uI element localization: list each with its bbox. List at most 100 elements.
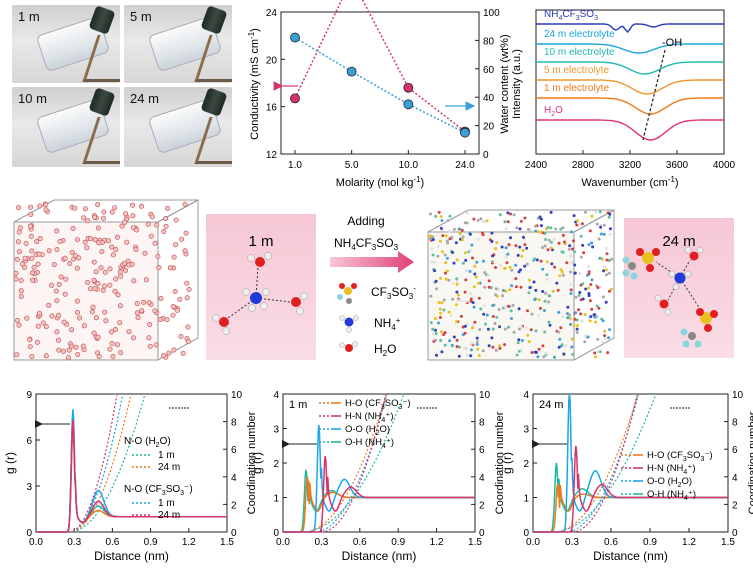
rdf-curve-3	[36, 420, 227, 533]
water-particle	[165, 206, 171, 212]
ion-particle	[590, 278, 594, 282]
y-tick-label-right: 8	[231, 418, 237, 429]
legend-ammonium: NH4+	[374, 316, 401, 332]
ion-particle	[541, 344, 545, 348]
x-tick-label: 0.3	[67, 537, 81, 548]
water-particle	[63, 276, 69, 282]
ion-particle	[570, 345, 574, 349]
ion-particle	[521, 248, 525, 252]
ion-particle	[440, 350, 444, 354]
ion-particle	[451, 251, 454, 254]
coordination-curve-1	[69, 394, 132, 533]
water-particle	[109, 209, 115, 215]
water-particle	[19, 261, 25, 267]
water-particle	[91, 277, 97, 283]
water-particle	[172, 288, 178, 294]
ion-particle	[514, 263, 518, 267]
ion-particle	[547, 300, 551, 304]
water-particle	[60, 348, 66, 354]
y-tick-label-right: 2	[231, 500, 237, 511]
water-particle	[174, 307, 180, 313]
ion-particle	[460, 228, 464, 232]
ion-particle	[515, 353, 519, 357]
water-particle	[148, 233, 154, 239]
water-particle	[74, 298, 80, 304]
ion-particle	[568, 313, 571, 317]
ion-particle	[579, 234, 583, 238]
ion-particle	[464, 300, 468, 303]
water-particle	[95, 225, 101, 231]
ion-particle	[581, 297, 585, 301]
water-particle	[91, 330, 97, 336]
legend-item: O-H (NH4⁺)	[647, 489, 696, 502]
ion-particle	[479, 307, 483, 311]
y-axis-label-right: Coordination number	[747, 411, 753, 514]
ion-particle	[601, 341, 605, 344]
ion-particle	[491, 304, 495, 307]
water-particle	[85, 218, 91, 224]
ion-particle	[599, 223, 603, 227]
legend-part: H-O (CF	[647, 450, 683, 461]
ion-particle	[539, 259, 543, 263]
ion-particle	[428, 234, 432, 238]
vial-photo-5m: 5 m	[124, 5, 232, 83]
ion-particle	[594, 210, 598, 214]
water-particle	[109, 340, 115, 346]
x-tick-label: 0.6	[105, 537, 119, 548]
water-particle	[43, 207, 49, 213]
ion-particle	[459, 314, 463, 318]
x-tick-label: 1.2	[430, 537, 444, 548]
y-tick-label-left: 0	[273, 528, 279, 539]
ion-particle	[473, 320, 477, 324]
ion-particle	[441, 234, 445, 238]
water-particle	[123, 211, 129, 217]
md-box-1m	[13, 199, 199, 361]
water-particle	[166, 350, 172, 356]
legend-part: ⁺)	[386, 437, 394, 448]
water-particle	[29, 270, 35, 276]
ion-particle	[603, 329, 607, 333]
water-particle	[141, 299, 147, 305]
label-part: 1 m electrolyte	[544, 83, 609, 94]
ion-particle	[465, 353, 469, 357]
ion-particle	[512, 213, 516, 217]
label-part: CF	[562, 9, 575, 20]
oh-annotation: -OH	[662, 37, 682, 49]
legend-part: H-N (NH	[647, 463, 684, 474]
data-point-1	[346, 66, 357, 77]
water-particle	[18, 293, 24, 299]
water-particle	[134, 227, 140, 233]
ion-particle	[543, 244, 547, 248]
water-particle	[27, 337, 33, 343]
ion-particle	[558, 274, 562, 278]
ion-particle	[435, 353, 438, 357]
ion-particle	[514, 244, 518, 248]
adding-arrow	[330, 251, 414, 273]
ion-particle	[544, 351, 548, 355]
ion-particle	[469, 292, 473, 296]
x-tick-label: 5.0	[345, 160, 359, 171]
water-particle	[28, 204, 34, 210]
data-point-0	[403, 82, 414, 93]
y-tick-label-right: 8	[479, 418, 485, 429]
ion-particle	[568, 316, 572, 320]
ion-particle	[539, 224, 543, 228]
ion-particle	[451, 297, 455, 301]
ion-particle	[497, 308, 501, 311]
ion-particle	[586, 265, 590, 268]
water-particle	[82, 239, 88, 245]
ion-particle	[589, 283, 593, 286]
ion-particle	[503, 267, 507, 270]
ion-particle	[573, 271, 577, 275]
label-part: SO	[580, 9, 595, 20]
ion-particle	[491, 254, 495, 258]
ion-particle	[431, 253, 435, 257]
water-particle	[164, 317, 170, 323]
ion-particle	[592, 313, 596, 317]
ion-particle	[537, 298, 541, 302]
ion-particle	[438, 239, 442, 243]
ion-particle	[580, 319, 584, 323]
ion-particle	[438, 316, 442, 319]
